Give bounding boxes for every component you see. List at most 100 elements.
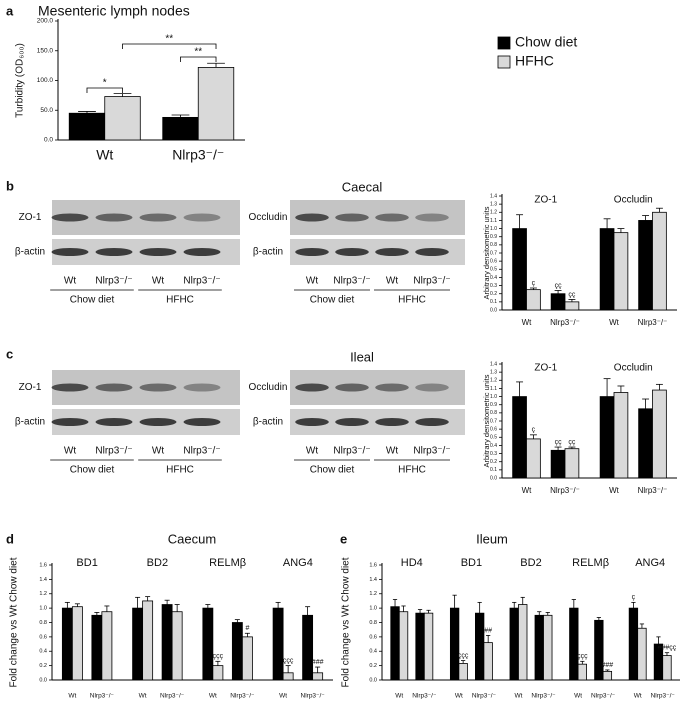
significance-label: ç <box>632 594 636 601</box>
blot-band <box>139 418 177 426</box>
group-label: RELMβ <box>572 557 609 569</box>
significance-label: ### <box>602 662 614 669</box>
y-tick-label: 1.0 <box>369 606 377 612</box>
blot-band <box>375 418 409 426</box>
y-tick-label: 1.4 <box>369 577 377 583</box>
y-tick-label: 0.0 <box>369 677 377 683</box>
group-label: HD4 <box>401 557 423 569</box>
blot-band <box>139 213 177 222</box>
blot-band <box>139 383 177 392</box>
legend-label: HFHC <box>515 53 554 69</box>
x-tick-label: Nlrp3⁻/⁻ <box>301 693 326 700</box>
blot-band <box>375 383 409 392</box>
significance-label: ççç <box>577 653 588 660</box>
bar <box>526 438 541 479</box>
x-tick-label: Wt <box>209 693 217 700</box>
x-tick-label: Wt <box>609 486 620 495</box>
y-tick-label: 200.0 <box>37 18 54 25</box>
x-tick-label: Wt <box>395 693 403 700</box>
group-label: RELMβ <box>209 557 246 569</box>
significance-label: ççç <box>458 652 469 659</box>
chart-title: Ileum <box>476 531 508 546</box>
y-tick-label: 0.2 <box>490 291 497 297</box>
y-tick-label: 1.1 <box>490 386 497 392</box>
bar <box>197 67 235 141</box>
y-tick-label: 0.4 <box>490 443 497 449</box>
y-tick-label: 1.4 <box>490 193 497 199</box>
blot-band <box>51 248 89 256</box>
legend-swatch <box>497 55 511 69</box>
blot-row-label: β-actin <box>15 247 45 258</box>
y-tick-label: 1.3 <box>490 369 497 375</box>
x-tick-label: Nlrp3⁻/⁻ <box>591 693 616 700</box>
lane-label: Nlrp3⁻/⁻ <box>333 446 370 457</box>
legend-swatch <box>497 36 511 50</box>
bar <box>302 614 314 681</box>
y-tick-label: 0.0 <box>39 677 47 683</box>
y-tick-label: 0.5 <box>490 435 497 441</box>
bar <box>652 389 667 479</box>
x-tick-label: Nlrp3⁻/⁻ <box>230 693 255 700</box>
bar <box>91 614 103 681</box>
y-tick-label: 0.2 <box>490 459 497 465</box>
y-tick-label: 0.4 <box>490 275 497 281</box>
bar <box>101 611 113 681</box>
bar <box>550 449 566 479</box>
blot-band <box>183 418 221 426</box>
bar <box>564 301 580 311</box>
y-axis-label: Fold change vs Wt Chow diet <box>341 557 352 687</box>
bar <box>423 612 434 681</box>
lane-label: Wt <box>152 276 164 287</box>
y-tick-label: 0.8 <box>369 620 377 626</box>
bar <box>637 627 647 681</box>
bar <box>518 604 528 681</box>
blot-band <box>375 248 409 256</box>
blot-band <box>415 248 449 256</box>
y-tick-label: 1.4 <box>490 361 497 367</box>
y-tick-label: 0.7 <box>490 418 497 424</box>
significance-label: # <box>245 625 249 632</box>
group-label: ANG4 <box>635 557 665 569</box>
y-axis-label: Fold change vs Wt Chow diet <box>9 557 20 687</box>
blot-title: Caecal <box>342 179 383 194</box>
group-label: Chow diet <box>70 465 115 476</box>
significance-label: çç <box>568 439 576 446</box>
significance-bracket <box>180 56 217 62</box>
bar <box>550 293 566 311</box>
group-label: ANG4 <box>283 557 313 569</box>
panel-label: b <box>6 178 14 193</box>
group-label: Occludin <box>614 195 653 206</box>
x-tick-label: Wt <box>139 693 147 700</box>
y-axis-label: Turbidity (OD₆₀₀) <box>15 43 26 118</box>
chart-title: Mesenteric lymph nodes <box>38 3 190 19</box>
x-tick-label: Nlrp3⁻/⁻ <box>638 318 668 327</box>
blot-band <box>51 418 89 426</box>
lane-label: Wt <box>306 446 318 457</box>
significance-label: çç <box>568 291 576 298</box>
y-tick-label: 0.1 <box>490 467 497 473</box>
blot-band <box>415 418 449 426</box>
significance-bracket <box>122 43 217 49</box>
blot-band <box>295 248 329 256</box>
x-tick-label: Wt <box>96 147 113 163</box>
y-tick-label: 0.5 <box>490 267 497 273</box>
x-tick-label: Wt <box>279 693 287 700</box>
y-tick-label: 1.3 <box>490 201 497 207</box>
x-tick-label: Wt <box>455 693 463 700</box>
blot-band <box>415 383 449 392</box>
blot-band <box>51 213 89 222</box>
group-label: Chow diet <box>70 295 115 306</box>
blot-row-label: β-actin <box>15 417 45 428</box>
x-tick-label: Nlrp3⁻/⁻ <box>172 147 224 163</box>
bar <box>161 604 173 681</box>
y-tick-label: 0.0 <box>44 137 53 144</box>
blot-band <box>183 248 221 256</box>
bar <box>564 448 580 479</box>
x-tick-label: Nlrp3⁻/⁻ <box>412 693 437 700</box>
bar <box>509 607 519 681</box>
x-tick-label: Wt <box>522 318 533 327</box>
bar <box>599 228 615 311</box>
lane-label: Wt <box>386 446 398 457</box>
y-tick-label: 0.8 <box>490 410 497 416</box>
